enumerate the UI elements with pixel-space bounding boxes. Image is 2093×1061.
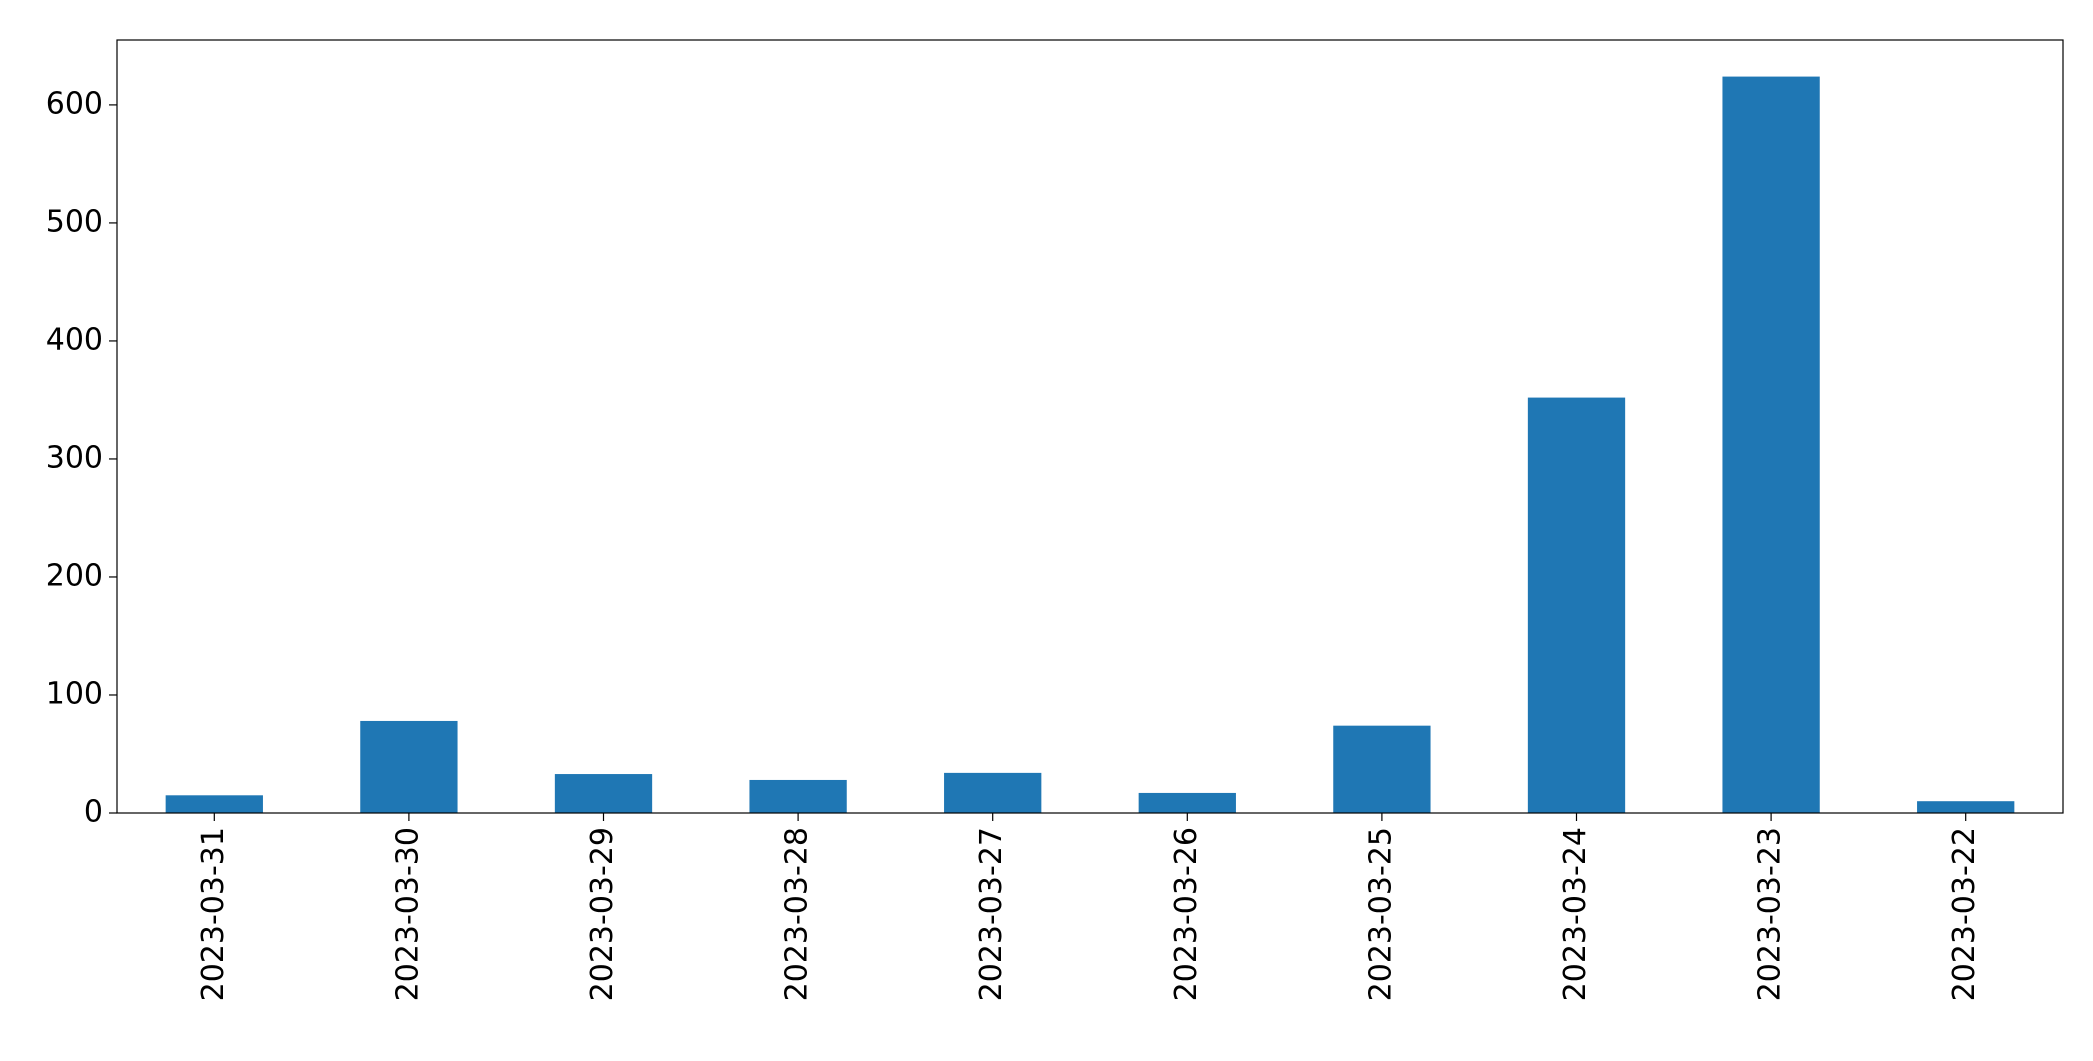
bar bbox=[360, 720, 458, 813]
x-tick-label: 2023-03-30 bbox=[390, 827, 425, 1001]
x-tick-label: 2023-03-25 bbox=[1363, 827, 1398, 1001]
bar bbox=[554, 774, 653, 813]
y-tick-label: 200 bbox=[46, 558, 103, 593]
y-tick-label: 0 bbox=[84, 795, 103, 830]
bar bbox=[1917, 801, 2015, 813]
x-tick-label: 2023-03-26 bbox=[1169, 827, 1204, 1001]
bar bbox=[165, 795, 263, 813]
x-tick-label: 2023-03-31 bbox=[196, 827, 231, 1001]
x-tick-label: 2023-03-24 bbox=[1558, 827, 1593, 1001]
bar bbox=[1138, 792, 1236, 813]
plot-frame bbox=[116, 39, 2064, 814]
x-tick-label: 2023-03-27 bbox=[974, 827, 1009, 1001]
x-tick-label: 2023-03-22 bbox=[1947, 827, 1982, 1001]
y-tick-label: 600 bbox=[46, 86, 103, 121]
x-tick-label: 2023-03-23 bbox=[1753, 827, 1788, 1001]
y-tick-label: 400 bbox=[46, 322, 103, 357]
bar bbox=[1333, 725, 1431, 813]
bar bbox=[1722, 76, 1820, 814]
bar bbox=[944, 772, 1042, 813]
y-tick-label: 100 bbox=[46, 676, 103, 711]
y-tick-label: 500 bbox=[46, 204, 103, 239]
y-tick-label: 300 bbox=[46, 440, 103, 475]
x-tick-label: 2023-03-29 bbox=[585, 827, 620, 1001]
bar bbox=[1527, 397, 1626, 813]
bar bbox=[749, 779, 847, 813]
x-tick-label: 2023-03-28 bbox=[780, 827, 815, 1001]
